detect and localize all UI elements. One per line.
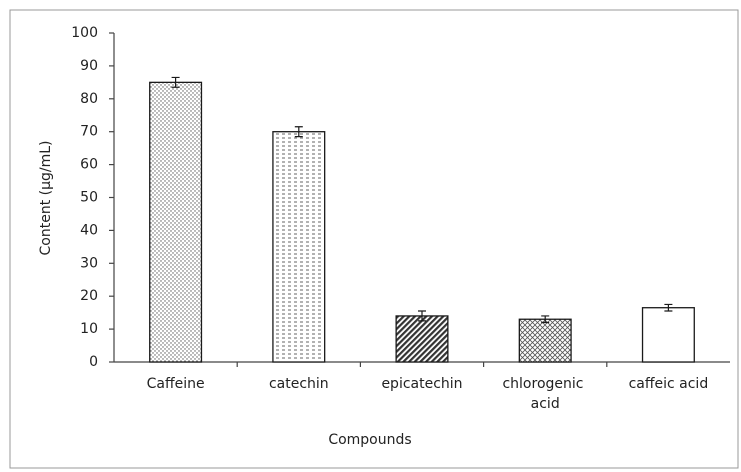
y-tick-label: 80 <box>80 91 98 107</box>
y-tick-label: 70 <box>80 124 98 140</box>
x-tick-label: Caffeine <box>147 376 205 392</box>
y-axis-label: Content (µg/mL) <box>38 140 54 255</box>
chart-frame <box>9 9 739 469</box>
x-tick-label: chlorogenic acid <box>502 376 587 412</box>
y-tick-label: 0 <box>89 354 98 370</box>
x-tick-label: epicatechin <box>381 376 462 392</box>
error-bar <box>171 76 180 88</box>
bar <box>518 318 572 363</box>
x-axis-label: Compounds <box>328 432 411 448</box>
y-tick-label: 50 <box>80 190 98 206</box>
y-tick-label: 60 <box>80 157 98 173</box>
error-bar <box>664 303 673 312</box>
y-tick-label: 10 <box>80 321 98 337</box>
bar <box>395 315 449 363</box>
y-tick-label: 90 <box>80 58 98 74</box>
error-bar <box>541 315 550 324</box>
bar <box>272 131 326 363</box>
y-tick-label: 40 <box>80 222 98 238</box>
error-bar <box>294 126 303 138</box>
y-tick-label: 20 <box>80 288 98 304</box>
bar <box>641 307 695 363</box>
error-bar <box>418 310 426 322</box>
x-tick-label: catechin <box>269 376 329 392</box>
y-tick-label: 100 <box>71 25 98 41</box>
bar <box>149 81 203 363</box>
y-tick-label: 30 <box>80 255 98 271</box>
x-tick-label: caffeic acid <box>629 376 709 392</box>
